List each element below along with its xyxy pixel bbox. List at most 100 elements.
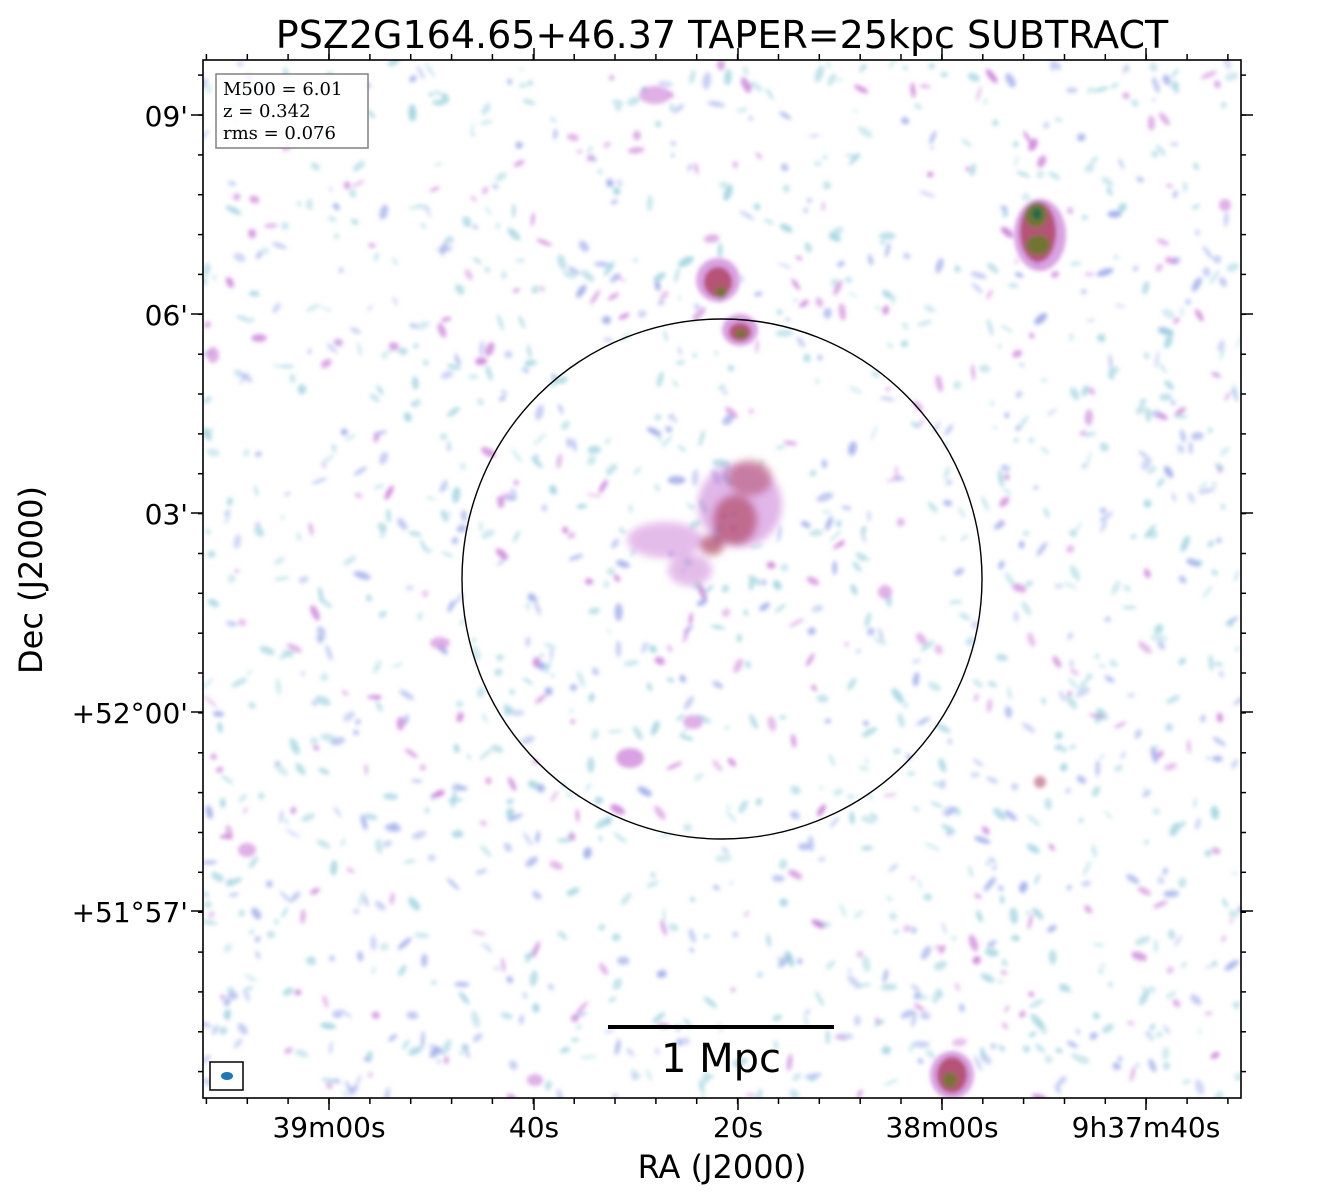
noise-speckle	[932, 781, 942, 787]
noise-speckle	[1154, 350, 1160, 369]
noise-speckle	[871, 370, 881, 378]
noise-speckle	[856, 983, 872, 987]
noise-speckle	[972, 679, 983, 688]
noise-speckle	[725, 406, 738, 419]
noise-speckle	[275, 678, 282, 696]
noise-speckle	[910, 876, 916, 880]
noise-speckle	[1066, 695, 1078, 710]
noise-speckle	[232, 193, 241, 201]
noise-speckle	[1039, 446, 1050, 455]
noise-speckle	[667, 475, 686, 485]
noise-speckle	[1163, 465, 1174, 478]
south-compact-source	[930, 1051, 974, 1098]
noise-speckle	[348, 188, 357, 198]
noise-speckle	[606, 567, 615, 576]
noise-speckle	[864, 612, 872, 628]
noise-speckle	[1137, 886, 1152, 896]
noise-speckle	[753, 203, 761, 211]
noise-speckle	[937, 991, 944, 998]
noise-speckle	[610, 804, 625, 815]
noise-speckle	[1132, 265, 1139, 272]
noise-speckle	[1204, 849, 1212, 857]
noise-speckle	[558, 403, 564, 415]
noise-speckle	[973, 893, 982, 899]
noise-speckle	[322, 463, 327, 468]
noise-speckle	[1191, 204, 1201, 210]
noise-speckle	[586, 145, 594, 154]
noise-speckle	[1011, 783, 1019, 791]
noise-speckle	[501, 957, 505, 973]
noise-speckle	[614, 1038, 621, 1056]
noise-speckle	[495, 548, 509, 560]
noise-speckle	[938, 944, 946, 954]
noise-speckle	[686, 503, 695, 510]
noise-speckle	[986, 777, 999, 784]
noise-speckle	[1008, 283, 1019, 289]
noise-speckle	[357, 951, 364, 962]
noise-speckle	[1054, 731, 1063, 740]
noise-speckle	[1026, 843, 1040, 854]
noise-speckle	[203, 919, 218, 925]
noise-speckle	[1023, 130, 1032, 144]
noise-speckle	[330, 737, 346, 746]
noise-speckle	[587, 455, 597, 466]
noise-speckle	[1004, 572, 1016, 587]
noise-speckle	[980, 1053, 992, 1065]
noise-speckle	[653, 272, 666, 282]
noise-speckle	[470, 122, 475, 134]
noise-speckle	[943, 499, 953, 507]
noise-speckle	[451, 830, 464, 838]
noise-speckle	[1219, 446, 1230, 456]
noise-speckle	[958, 1003, 965, 1013]
noise-speckle	[1083, 905, 1093, 914]
noise-speckle	[1166, 695, 1181, 704]
noise-speckle	[341, 690, 349, 696]
noise-speckle	[266, 931, 276, 939]
noise-speckle	[1180, 306, 1184, 317]
noise-speckle	[766, 933, 771, 948]
noise-speckle	[732, 1057, 749, 1067]
noise-speckle	[327, 215, 337, 223]
noise-speckle	[575, 808, 580, 823]
noise-speckle	[353, 908, 359, 915]
noise-speckle	[722, 389, 728, 395]
noise-speckle	[915, 717, 931, 726]
noise-speckle	[1095, 759, 1101, 777]
noise-speckle	[1002, 1022, 1008, 1030]
noise-speckle	[829, 816, 840, 828]
noise-speckle	[581, 269, 595, 282]
noise-speckle	[1202, 267, 1211, 277]
noise-speckle	[745, 1093, 757, 1097]
info-box: M500 = 6.01 z = 0.342 rms = 0.076	[215, 73, 369, 149]
noise-speckle	[459, 462, 466, 471]
noise-speckle	[1178, 575, 1187, 584]
noise-speckle	[1026, 814, 1041, 827]
noise-speckle	[427, 548, 432, 553]
noise-speckle	[853, 109, 857, 113]
noise-speckle	[614, 105, 622, 111]
noise-speckle	[678, 256, 694, 267]
noise-speckle	[848, 385, 863, 395]
noise-speckle	[354, 1074, 362, 1090]
noise-speckle	[846, 677, 857, 691]
noise-speckle	[861, 845, 873, 851]
noise-speckle	[409, 75, 417, 83]
noise-speckle	[1147, 1033, 1155, 1041]
noise-speckle	[873, 637, 888, 646]
noise-speckle	[1165, 723, 1174, 732]
noise-speckle	[1100, 521, 1107, 533]
noise-speckle	[566, 437, 572, 448]
noise-speckle	[623, 660, 640, 667]
noise-speckle	[367, 305, 373, 311]
noise-speckle	[367, 1072, 373, 1078]
noise-speckle	[883, 793, 897, 797]
noise-speckle	[588, 692, 595, 703]
noise-speckle	[828, 753, 836, 767]
noise-speckle	[891, 688, 904, 704]
noise-speckle	[531, 285, 540, 294]
noise-speckle	[705, 1074, 715, 1080]
noise-speckle	[1034, 312, 1048, 325]
noise-speckle	[537, 662, 546, 671]
noise-speckle	[612, 1093, 619, 1098]
noise-speckle	[941, 922, 947, 935]
